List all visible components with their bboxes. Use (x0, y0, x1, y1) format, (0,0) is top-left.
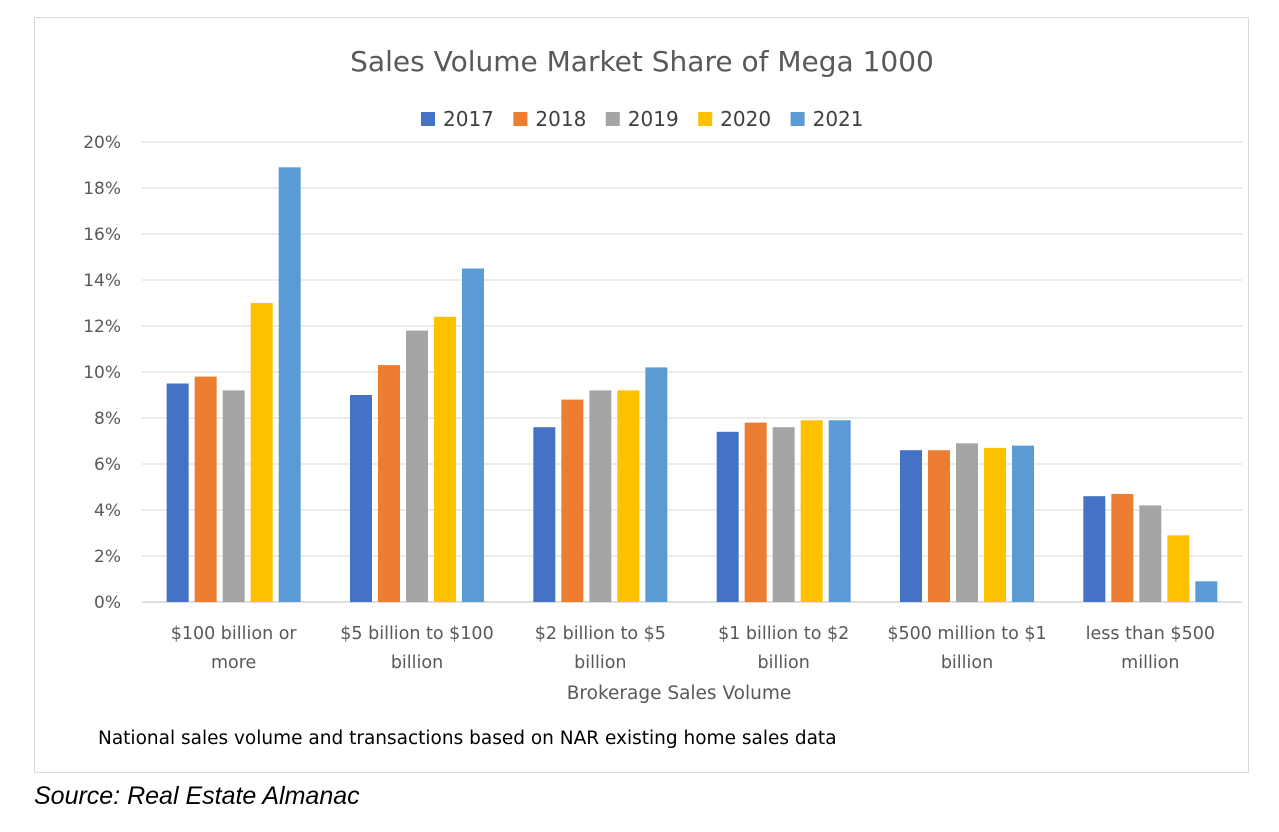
x-category-label: $2 billion to $5 (535, 624, 666, 644)
y-tick-label: 14% (83, 271, 121, 291)
bar-2017-6 (1083, 496, 1106, 602)
chart-note: National sales volume and transactions b… (98, 728, 837, 749)
x-category-label: $5 billion to $100 (340, 624, 493, 644)
y-tick-label: 10% (83, 363, 121, 383)
x-category-label: million (1121, 653, 1179, 673)
x-category-label: more (211, 653, 256, 673)
bar-2019-3 (589, 390, 612, 602)
bar-2017-5 (900, 450, 922, 602)
legend-swatch (421, 112, 435, 126)
bar-2021-4 (828, 420, 851, 602)
bar-2018-6 (1111, 493, 1134, 602)
bar-2020-2 (434, 316, 456, 602)
legend-item-2018: 2018 (513, 107, 586, 131)
bar-2018-4 (744, 422, 767, 602)
chart-frame: Sales Volume Market Share of Mega 1000 2… (34, 17, 1249, 773)
legend-label: 2018 (535, 107, 586, 131)
x-category-label: $1 billion to $2 (718, 624, 849, 644)
y-tick-label: 20% (83, 133, 121, 153)
bars (166, 167, 1218, 603)
legend-swatch (605, 112, 620, 126)
x-category-label: billion (941, 653, 993, 673)
gridlines (142, 141, 1242, 603)
bar-2017-1 (166, 383, 189, 602)
bar-2020-5 (984, 447, 1006, 602)
bar-2021-6 (1195, 581, 1218, 602)
x-category-label: $500 million to $1 (887, 624, 1046, 644)
bar-2021-2 (462, 268, 484, 602)
bar-2018-5 (928, 450, 950, 602)
bar-2019-2 (406, 330, 428, 602)
legend-label: 2019 (628, 107, 679, 131)
bar-2018-3 (561, 399, 584, 602)
bar-2018-2 (378, 365, 400, 602)
chart-svg: Sales Volume Market Share of Mega 1000 2… (83, 45, 1242, 749)
chart-title: Sales Volume Market Share of Mega 1000 (350, 45, 934, 78)
x-category-label: billion (391, 653, 443, 673)
bar-2021-5 (1012, 445, 1034, 602)
legend-label: 2021 (813, 107, 864, 131)
x-category-label: less than $500 (1086, 624, 1215, 644)
source-caption: Source: Real Estate Almanac (34, 782, 360, 810)
y-axis-ticks: 0% 2% 4% 6% 8% 10% 12% 14% 16% 18% 20% (83, 133, 121, 613)
legend-swatch (698, 112, 713, 126)
x-category-label: billion (757, 653, 809, 673)
bar-2020-1 (250, 303, 273, 602)
legend-item-2019: 2019 (605, 107, 679, 131)
x-category-label: billion (574, 653, 626, 673)
chart-legend: 2017 2018 2019 2020 2021 (421, 107, 864, 131)
bar-2021-3 (645, 367, 668, 602)
y-tick-label: 6% (94, 455, 121, 475)
bar-2020-6 (1167, 535, 1190, 602)
x-category-label: $100 billion or (171, 624, 298, 644)
x-axis-labels: $100 billion or more $5 billion to $100 bil… (171, 624, 1215, 673)
y-tick-label: 18% (83, 179, 121, 199)
bar-2020-4 (800, 420, 823, 602)
bar-2019-1 (222, 390, 245, 602)
bar-2019-4 (772, 427, 795, 602)
y-tick-label: 12% (83, 317, 121, 337)
y-tick-label: 2% (94, 547, 121, 567)
y-tick-label: 8% (94, 409, 121, 429)
x-axis-title: Brokerage Sales Volume (567, 683, 792, 704)
y-tick-label: 0% (94, 593, 121, 613)
bar-2018-1 (194, 376, 217, 602)
bar-2021-1 (278, 167, 301, 603)
legend-item-2017: 2017 (421, 107, 494, 131)
legend-item-2021: 2021 (790, 107, 864, 131)
y-tick-label: 16% (83, 225, 121, 245)
bar-2017-4 (716, 431, 739, 602)
legend-swatch (790, 112, 805, 126)
bar-2017-2 (350, 395, 372, 602)
bar-2019-5 (956, 443, 978, 602)
legend-swatch (513, 112, 528, 126)
bar-2017-3 (533, 427, 556, 602)
bar-2019-6 (1139, 505, 1162, 602)
bar-2020-3 (617, 390, 640, 602)
y-tick-label: 4% (94, 501, 121, 521)
legend-item-2020: 2020 (698, 107, 771, 131)
legend-label: 2017 (443, 107, 494, 131)
legend-label: 2020 (720, 107, 771, 131)
